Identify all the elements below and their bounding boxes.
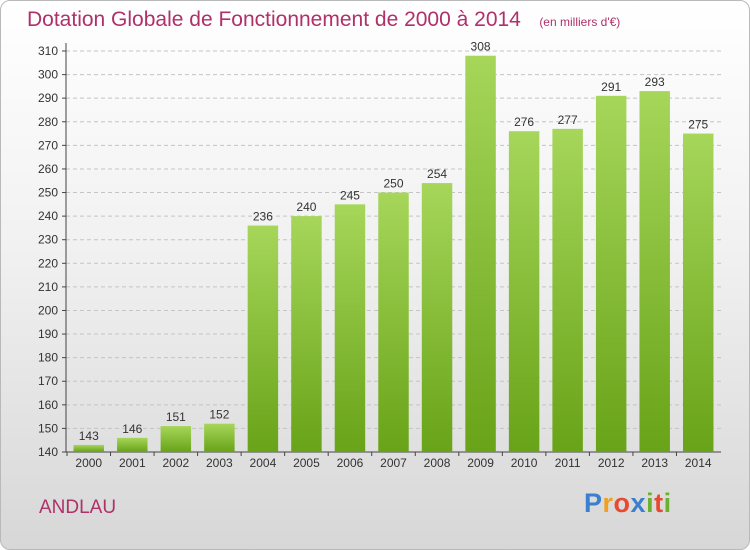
logo-letter: P [584, 488, 603, 518]
data-label: 236 [253, 210, 273, 224]
y-tick-label: 150 [38, 421, 58, 435]
data-label: 291 [601, 80, 621, 94]
y-tick-labels: 140 150 160 170 180 190 200 210 220 230 240 250 260 2… [38, 44, 58, 459]
bar [465, 55, 496, 452]
bar [334, 204, 366, 452]
logo-letter: i [646, 488, 655, 518]
bar [421, 183, 453, 452]
data-label: 308 [471, 40, 491, 54]
y-tick-label: 160 [38, 398, 58, 412]
x-tick-label: 2002 [162, 456, 189, 470]
y-tick-label: 230 [38, 233, 58, 247]
data-label: 151 [166, 410, 186, 424]
bar [204, 423, 235, 452]
bar [595, 95, 627, 452]
data-label: 277 [558, 113, 578, 127]
y-tick-label: 260 [38, 162, 58, 176]
grid-lines [62, 50, 721, 453]
x-tick-labels: 2000 2001 2002 2003 2004 2005 2006 2007 2008 2009… [66, 452, 712, 470]
x-tick-label: 2003 [206, 456, 233, 470]
y-tick-label: 170 [38, 374, 58, 388]
y-tick-label: 290 [38, 91, 58, 105]
proxiti-logo: Proxiti [584, 488, 672, 519]
logo-letter: r [602, 488, 614, 518]
x-tick-label: 2007 [380, 456, 407, 470]
data-label: 254 [427, 167, 447, 181]
y-tick-label: 280 [38, 115, 58, 129]
logo-letter: o [613, 488, 631, 518]
logo-letter: i [663, 488, 672, 518]
y-tick-label: 240 [38, 209, 58, 223]
data-label: 250 [383, 177, 403, 191]
x-tick-label: 2013 [641, 456, 668, 470]
bar [508, 131, 540, 452]
x-tick-label: 2014 [685, 456, 712, 470]
bar [291, 216, 322, 452]
logo-letter: x [630, 488, 647, 518]
data-label: 143 [79, 429, 99, 443]
data-label: 146 [122, 422, 142, 436]
data-label: 275 [688, 118, 708, 132]
bar [247, 225, 279, 452]
bar [160, 426, 192, 452]
y-tick-label: 310 [38, 44, 58, 58]
y-tick-label: 250 [38, 186, 58, 200]
bar [639, 91, 670, 452]
data-label: 276 [514, 115, 534, 129]
title-row: Dotation Globale de Fonctionnement de 20… [27, 8, 620, 32]
chart-title: Dotation Globale de Fonctionnement de 20… [27, 8, 521, 31]
x-tick-label: 2001 [119, 456, 146, 470]
x-tick-label: 2004 [250, 456, 277, 470]
data-label: 293 [645, 75, 665, 89]
x-tick-label: 2000 [75, 456, 102, 470]
data-label: 152 [209, 408, 229, 422]
x-tick-label: 2006 [337, 456, 364, 470]
data-label: 240 [296, 200, 316, 214]
y-tick-label: 200 [38, 303, 58, 317]
x-tick-label: 2008 [424, 456, 451, 470]
y-tick-label: 190 [38, 327, 58, 341]
x-tick-label: 2009 [467, 456, 494, 470]
y-tick-label: 180 [38, 351, 58, 365]
bar [117, 437, 148, 452]
bar [73, 444, 105, 452]
y-tick-label: 300 [38, 68, 58, 82]
x-tick-label: 2011 [555, 456, 581, 470]
bars [73, 55, 714, 452]
bar [378, 192, 409, 452]
x-tick-label: 2005 [293, 456, 320, 470]
y-tick-label: 220 [38, 256, 58, 270]
y-tick-label: 210 [38, 280, 58, 294]
y-tick-label: 140 [38, 445, 58, 459]
y-tick-label: 270 [38, 138, 58, 152]
chart-subtitle: (en milliers d'€) [539, 15, 621, 29]
data-label: 245 [340, 188, 360, 202]
x-tick-label: 2012 [598, 456, 625, 470]
data-labels: 143 146 151 152 236 240 245 250 254 308 276 277 291 2… [79, 40, 709, 443]
place-name: ANDLAU [39, 497, 117, 518]
logo-letter: t [654, 488, 664, 518]
bar [682, 133, 714, 452]
bar [552, 128, 583, 452]
x-tick-label: 2010 [511, 456, 538, 470]
